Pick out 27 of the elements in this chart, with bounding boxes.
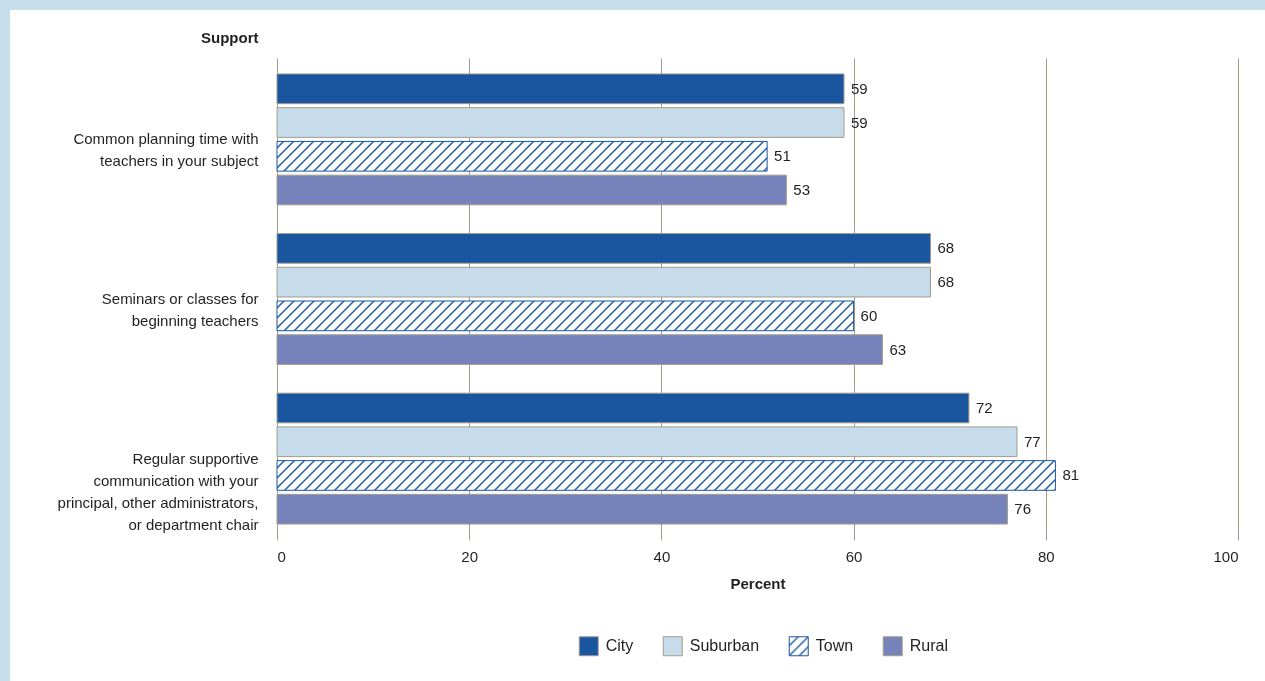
legend-label: Rural xyxy=(909,637,948,655)
data-label: 77 xyxy=(1023,432,1041,450)
data-label: 59 xyxy=(850,113,868,131)
x-tick-label: 20 xyxy=(461,547,479,565)
legend-label: City xyxy=(605,637,634,655)
y-tick-label: Regular supportive communication with your principal, other administrators, or department chair xyxy=(57,449,259,533)
x-tick-label: 40 xyxy=(653,547,671,565)
data-label: 53 xyxy=(793,180,811,198)
x-tick-label: 60 xyxy=(845,547,863,565)
data-label: 72 xyxy=(975,399,993,417)
data-label: 81 xyxy=(1062,466,1080,484)
data-label: 51 xyxy=(774,147,791,165)
x-axis-title: Percent xyxy=(730,574,786,592)
data-label: 60 xyxy=(860,306,878,324)
y-axis-title: Support xyxy=(201,28,259,46)
data-label: 59 xyxy=(850,79,868,97)
legend-label: Town xyxy=(815,637,854,655)
data-label: 76 xyxy=(1014,500,1032,518)
data-label: 68 xyxy=(937,273,955,291)
y-tick-label: Common planning time with teachers in your subject xyxy=(73,130,260,170)
legend-label: Suburban xyxy=(689,637,760,655)
data-label: 68 xyxy=(937,239,955,257)
x-tick-label: 80 xyxy=(1037,547,1055,565)
x-tick-label: 100 xyxy=(1213,547,1239,565)
data-label: 63 xyxy=(889,340,907,358)
x-tick-label: 0 xyxy=(277,547,286,565)
y-tick-label: Seminars or classes for beginning teachers xyxy=(101,290,259,329)
